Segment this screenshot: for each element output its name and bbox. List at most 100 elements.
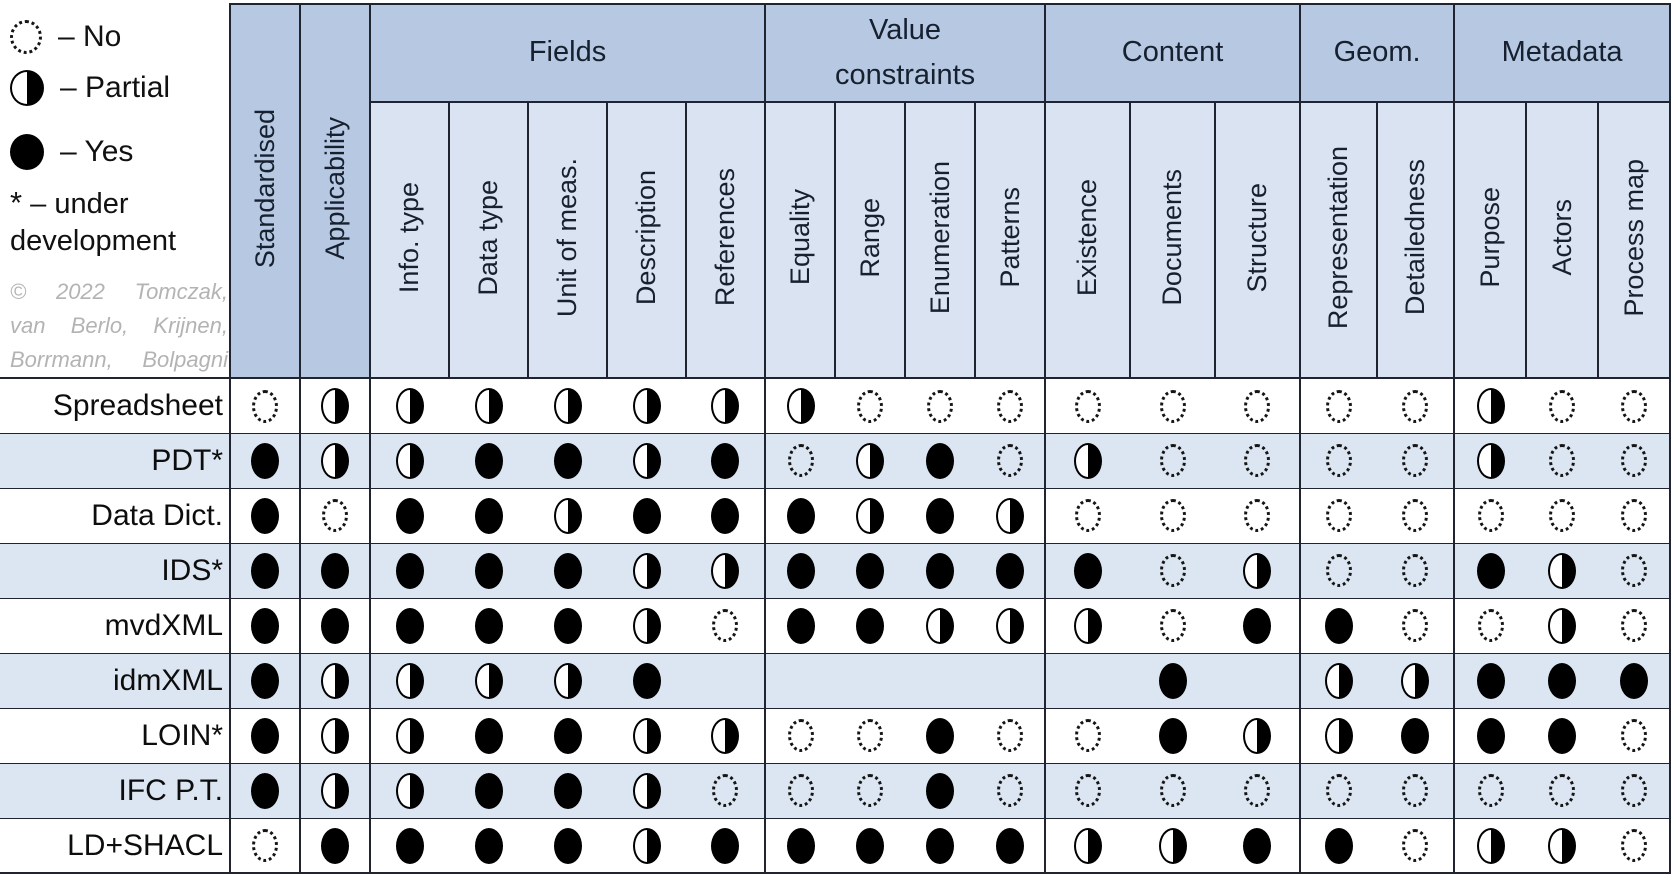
no-icon xyxy=(1244,389,1271,423)
cell-loin-enumeration xyxy=(905,707,976,764)
partial-icon xyxy=(1243,552,1272,589)
cell-ld-shacl-info-type xyxy=(369,817,449,875)
cell-ifc-p-t-equality xyxy=(764,762,836,819)
yes-icon xyxy=(926,442,955,479)
yes-icon xyxy=(1243,607,1272,644)
yes-icon xyxy=(632,662,661,699)
col-header-label: Applicability xyxy=(319,117,350,260)
cell-idmxml-enumeration xyxy=(905,652,976,709)
cell-data-dict-existence xyxy=(1044,487,1131,544)
cell-spreadsheet-range xyxy=(835,377,906,434)
cell-mvdxml-patterns xyxy=(975,597,1046,654)
cell-loin-documents xyxy=(1130,707,1216,764)
cell-ids-data-type xyxy=(449,542,528,599)
yes-icon xyxy=(251,552,279,589)
yes-icon xyxy=(995,552,1024,589)
yes-icon xyxy=(1548,662,1577,699)
partial-icon xyxy=(1476,827,1505,864)
no-icon xyxy=(1159,554,1186,588)
partial-icon xyxy=(321,717,349,754)
table-row-mvdxml: mvdXML xyxy=(0,597,1671,654)
col-header-label: Purpose xyxy=(1474,187,1505,288)
partial-icon xyxy=(1401,662,1430,699)
cell-idmxml-patterns xyxy=(975,652,1046,709)
cell-ifc-p-t-existence xyxy=(1044,762,1131,819)
col-header-process-map: Process map xyxy=(1597,100,1671,380)
legend-item-no: – No xyxy=(10,20,225,54)
yes-icon xyxy=(711,827,740,864)
yes-icon xyxy=(1243,827,1272,864)
row-label-loin: LOIN* xyxy=(0,707,230,764)
legend-label-yes: – Yes xyxy=(60,135,134,168)
yes-icon xyxy=(553,772,582,809)
no-icon xyxy=(857,774,884,808)
yes-icon xyxy=(1325,827,1354,864)
yes-icon xyxy=(396,827,424,864)
partial-icon xyxy=(1325,662,1354,699)
yes-icon xyxy=(251,497,279,534)
no-icon xyxy=(1075,499,1102,533)
cell-data-dict-enumeration xyxy=(905,487,976,544)
cell-spreadsheet-purpose xyxy=(1453,377,1527,434)
no-icon xyxy=(1620,444,1647,478)
no-icon xyxy=(857,719,884,753)
yes-icon xyxy=(251,662,279,699)
cell-ids-unit-of-meas xyxy=(528,542,607,599)
cell-mvdxml-enumeration xyxy=(905,597,976,654)
cell-ld-shacl-description xyxy=(607,817,686,875)
cell-ifc-p-t-unit-of-meas xyxy=(528,762,607,819)
no-icon xyxy=(1244,774,1271,808)
yes-icon xyxy=(553,552,582,589)
yes-icon xyxy=(926,772,955,809)
cell-pdt-range xyxy=(835,432,906,489)
partial-icon xyxy=(632,827,661,864)
cell-loin-equality xyxy=(764,707,836,764)
no-icon xyxy=(1326,499,1353,533)
cell-pdt-structure xyxy=(1215,432,1301,489)
partial-icon xyxy=(1074,607,1103,644)
cell-loin-actors xyxy=(1526,707,1599,764)
no-icon xyxy=(1244,444,1271,478)
no-icon xyxy=(1549,389,1576,423)
col-header-documents: Documents xyxy=(1129,100,1217,380)
yes-icon xyxy=(553,717,582,754)
partial-icon xyxy=(786,388,815,425)
cell-mvdxml-references xyxy=(686,597,766,654)
no-icon xyxy=(1075,719,1102,753)
cell-ids-detailedness xyxy=(1377,542,1455,599)
legend-item-partial: – Partial xyxy=(10,70,225,106)
yes-icon xyxy=(1476,717,1505,754)
cell-data-dict-equality xyxy=(764,487,836,544)
row-label-mvdxml: mvdXML xyxy=(0,597,230,654)
cell-ifc-p-t-process-map xyxy=(1598,762,1671,819)
yes-icon xyxy=(474,442,503,479)
no-icon xyxy=(252,389,278,423)
col-header-label: Structure xyxy=(1242,182,1273,293)
col-header-references: References xyxy=(684,100,767,380)
no-icon xyxy=(1402,609,1429,643)
cell-data-dict-process-map xyxy=(1598,487,1671,544)
partial-icon xyxy=(1158,827,1187,864)
cell-ifc-p-t-info-type xyxy=(369,762,449,819)
cell-data-dict-range xyxy=(835,487,906,544)
yes-icon xyxy=(321,607,349,644)
yes-icon xyxy=(10,134,44,170)
no-icon xyxy=(1326,774,1353,808)
cell-spreadsheet-patterns xyxy=(975,377,1046,434)
cell-ld-shacl-structure xyxy=(1215,817,1301,875)
legend-cell: – No – Partial – Yes * – under development ©… xyxy=(0,4,230,380)
no-icon xyxy=(252,829,278,863)
cell-idmxml-purpose xyxy=(1453,652,1527,709)
cell-pdt-applicability xyxy=(299,432,370,489)
cell-spreadsheet-data-type xyxy=(449,377,528,434)
cell-data-dict-purpose xyxy=(1453,487,1527,544)
yes-icon xyxy=(856,607,885,644)
legend-item-yes: – Yes xyxy=(10,134,225,170)
col-header-label: Range xyxy=(854,197,885,278)
cell-loin-purpose xyxy=(1453,707,1527,764)
cell-ifc-p-t-structure xyxy=(1215,762,1301,819)
yes-icon xyxy=(711,497,740,534)
partial-icon xyxy=(474,388,503,425)
cell-spreadsheet-equality xyxy=(764,377,836,434)
yes-icon xyxy=(553,442,582,479)
